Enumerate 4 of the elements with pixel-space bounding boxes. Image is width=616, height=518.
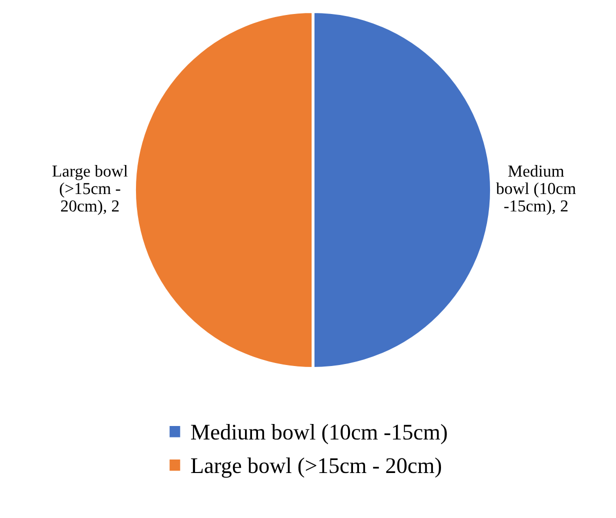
data-label: Large bowl (>15cm - 20cm), 2 bbox=[52, 164, 128, 216]
legend-label: Medium bowl (10cm -15cm) bbox=[191, 424, 447, 444]
data-label: Medium bowl (10cm -15cm), 2 bbox=[496, 165, 576, 215]
legend-label: Large bowl (>15cm - 20cm) bbox=[191, 458, 442, 478]
